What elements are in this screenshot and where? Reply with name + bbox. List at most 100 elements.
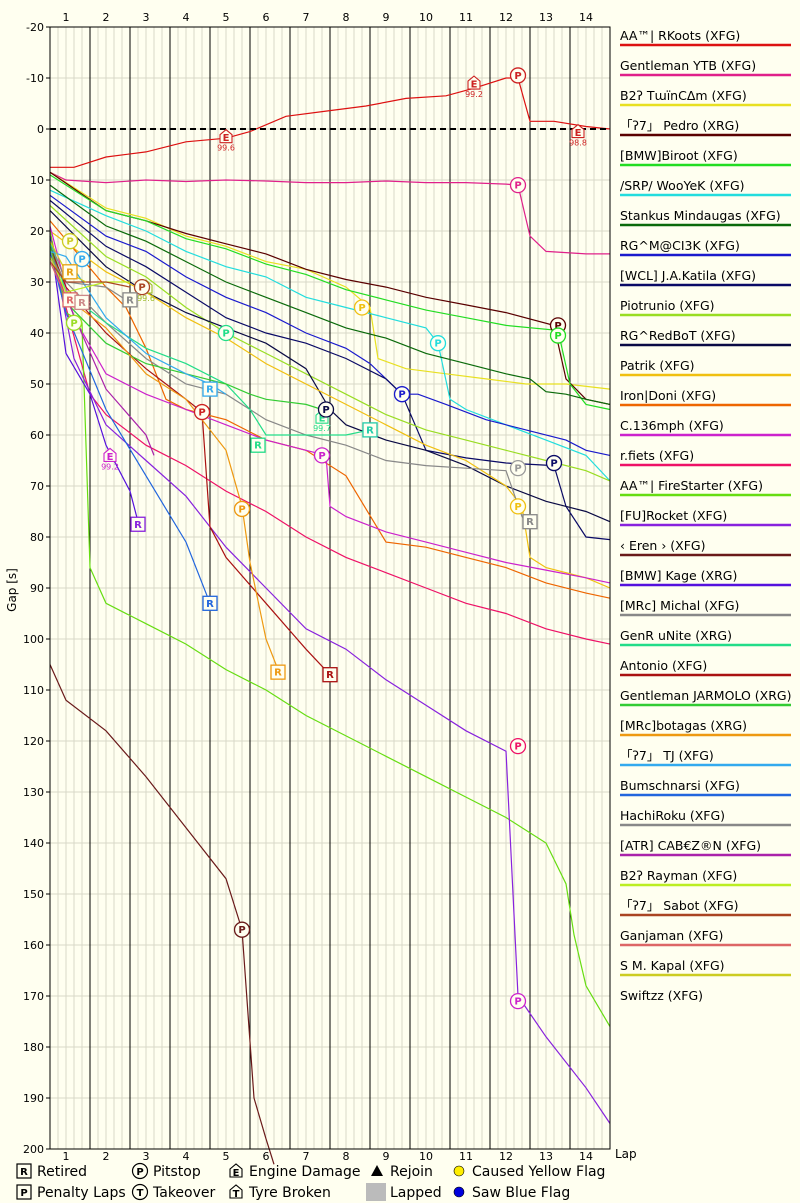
series-line xyxy=(49,210,611,523)
series-line xyxy=(49,230,611,1027)
marker-note: 99.6 xyxy=(137,294,155,303)
key-house-symbol xyxy=(229,1163,243,1178)
pitstop-marker xyxy=(509,176,527,194)
series-line xyxy=(49,174,611,411)
series-line xyxy=(49,251,279,670)
marker-note: 98.8 xyxy=(569,139,587,148)
marker-letter: E xyxy=(107,452,114,463)
y-tick-label: 100 xyxy=(23,633,44,646)
x-tick-label: 12 xyxy=(499,1150,513,1163)
marker-letter: P xyxy=(398,390,405,401)
x-tick-label: 13 xyxy=(539,1150,553,1163)
series-line xyxy=(49,664,275,1165)
x-tick-label: 3 xyxy=(143,11,150,24)
x-tick-label: 7 xyxy=(303,11,310,24)
series-line xyxy=(50,77,611,168)
pitstop-marker xyxy=(509,992,527,1010)
key-label: Penalty Laps xyxy=(37,1185,126,1201)
marker-letter: R xyxy=(78,298,86,309)
engine-damage-marker xyxy=(103,447,117,462)
legend-entry-label: [BMW] Kage (XRG) xyxy=(620,568,737,583)
x-tick-label: 3 xyxy=(143,1150,150,1163)
marker-letter: E xyxy=(319,414,326,425)
y-tick-label: 120 xyxy=(23,735,44,748)
marker-letter: P xyxy=(198,408,205,419)
pitstop-marker xyxy=(217,324,235,342)
marker-letter: P xyxy=(322,405,329,416)
marker-note: 99.6 xyxy=(217,144,235,153)
retired-marker xyxy=(250,437,266,453)
series-line xyxy=(49,184,611,405)
series-line xyxy=(49,205,611,482)
x-tick-label: 8 xyxy=(343,11,350,24)
series-line xyxy=(49,189,611,482)
x-tick-label: 9 xyxy=(383,11,390,24)
key-label: Takeover xyxy=(152,1185,215,1201)
legend-entry-label: B2ʔ Rayman (XFG) xyxy=(620,868,737,883)
legend-entry-label: B2ʔ TɯïnCΔm (XFG) xyxy=(620,88,747,103)
y-axis-ticks: -20 -10 0 10 20 30 40 50 60 70 80 90 100 110 120 130 140… xyxy=(23,21,50,1156)
pitstop-marker xyxy=(133,278,151,296)
engine-damage-marker xyxy=(219,128,233,144)
marker-letter: P xyxy=(514,181,521,192)
key-label: Retired xyxy=(37,1164,87,1180)
legend-entry-label: [MRc]botagas (XRG) xyxy=(620,718,747,733)
marker-letter: P xyxy=(318,451,325,462)
legend-entry-label: AA™| FireStarter (XFG) xyxy=(620,478,763,493)
retired-marker xyxy=(74,294,90,311)
marker-note: 99.7 xyxy=(313,424,331,433)
pitstop-marker xyxy=(509,737,527,755)
legend-entry-label: [BMW]Biroot (XFG) xyxy=(620,148,738,163)
key-lapped-symbol xyxy=(366,1183,386,1201)
marker-letter: P xyxy=(550,459,557,470)
series-line xyxy=(49,256,131,303)
series-line xyxy=(49,256,130,293)
legend-entry-label: 「ʔ7」 Pedro (XRG) xyxy=(620,118,739,133)
key-symbol-letter: R xyxy=(20,1167,28,1178)
series-line xyxy=(49,230,611,589)
legend: AA™| RKoots (XFG) Gentleman YTB (XFG) B2ʔ … xyxy=(620,28,791,1003)
series-line xyxy=(49,230,611,645)
key-triangle-symbol xyxy=(371,1165,383,1176)
retired-marker xyxy=(202,381,218,397)
key-house-symbol xyxy=(229,1184,243,1199)
y-tick-label: 80 xyxy=(30,531,44,544)
retired-marker xyxy=(202,595,218,611)
y-tick-label: 70 xyxy=(30,480,44,493)
legend-entry-label: ‹ Eren › (XFG) xyxy=(620,538,706,553)
legend-entry-label: 「ʔ7」 Sabot (XFG) xyxy=(620,898,739,913)
retired-marker xyxy=(122,292,138,308)
marker-letter: P xyxy=(70,318,77,329)
marker-letter: P xyxy=(78,255,85,266)
y-tick-label: 90 xyxy=(30,582,44,595)
legend-entry-label: RG^M@CI3K (XFG) xyxy=(620,238,740,253)
pitstop-marker xyxy=(429,335,447,352)
pitstop-marker xyxy=(313,447,331,464)
legend-entry-label: r.fiets (XFG) xyxy=(620,448,694,463)
marker-letter: R xyxy=(206,599,214,610)
pitstop-marker xyxy=(65,314,83,331)
y-tick-label: 140 xyxy=(23,837,44,850)
y-tick-label: 0 xyxy=(37,123,44,136)
marker-letter: R xyxy=(526,517,534,528)
engine-damage-marker xyxy=(467,75,481,90)
retired-marker xyxy=(130,516,146,532)
series-line xyxy=(49,171,610,255)
marker-note: 99.2 xyxy=(101,462,119,471)
x-tick-label: 11 xyxy=(459,11,473,24)
x-tick-label: 2 xyxy=(103,11,110,24)
y-axis-title: Gap [s] xyxy=(5,568,19,612)
x-tick-label: 13 xyxy=(539,11,553,24)
pitstop-marker xyxy=(73,250,91,268)
x-tick-label: 7 xyxy=(303,1150,310,1163)
retired-marker xyxy=(270,664,286,680)
legend-entry-label: C.136mph (XFG) xyxy=(620,418,724,433)
pitstop-marker xyxy=(509,498,527,515)
series-lines xyxy=(49,77,611,1165)
legend-entry-label: [FU]Rocket (XFG) xyxy=(620,508,727,523)
y-tick-label: -20 xyxy=(26,21,44,34)
key-box-symbol xyxy=(16,1184,32,1200)
key-label: Rejoin xyxy=(390,1164,433,1180)
y-tick-label: 20 xyxy=(30,225,44,238)
